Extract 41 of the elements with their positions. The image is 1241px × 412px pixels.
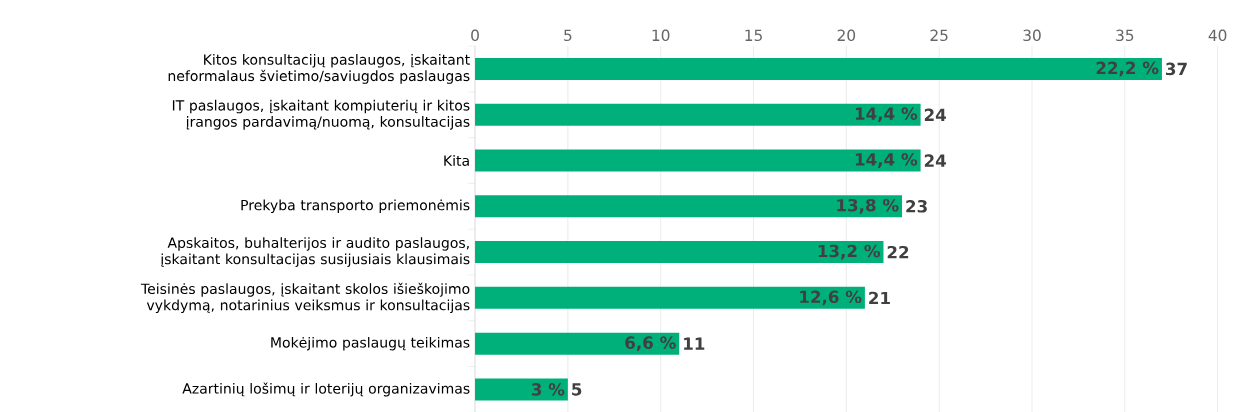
data-label: 11 (684, 337, 705, 350)
y-tick-label: Mokėjimo paslaugų teikimas (271, 336, 470, 351)
y-tick-label: Teisinės paslaugos, įskaitant skolos išieškojimo vykdymą, notarinius veiksmus ir konsultacijas (140, 282, 470, 313)
bar (475, 240, 884, 263)
y-tick-label: Apskaitos, buhalterijos ir audito paslaugos, įskaitant konsultacijas susijusiais klausimais (161, 237, 470, 267)
x-tick-label: 40 (1208, 29, 1227, 41)
bar (475, 332, 680, 355)
x-tick-label: 5 (564, 29, 572, 41)
bar (475, 57, 1162, 80)
bar (475, 195, 903, 218)
bar (475, 149, 921, 172)
annotation: 13,8 % (837, 198, 899, 214)
bar (475, 103, 921, 126)
data-label: 23 (906, 199, 927, 213)
data-label: 21 (869, 291, 890, 304)
annotation: 22,2 % (1096, 61, 1159, 77)
annotation: 12,6 % (800, 290, 862, 306)
y-tick-label: Kitos konsultacijų paslaugos, įskaitant neformalaus švietimo/saviugdos paslaugas (168, 53, 470, 84)
y-tick-label: Azartinių lošimų ir loterijų organizavimas (182, 382, 470, 397)
annotation: 14,4 % (855, 107, 918, 122)
x-tick-label: 0 (471, 29, 479, 41)
x-tick-label: 25 (930, 29, 948, 41)
annotation: 13,2 % (818, 244, 881, 260)
data-label: 24 (924, 154, 946, 167)
annotation: 3 % (531, 382, 565, 396)
data-label: 37 (1165, 62, 1187, 76)
annotation: 14,4 % (855, 152, 918, 168)
x-tick-label: 35 (1116, 29, 1134, 41)
x-tick-label: 15 (745, 29, 762, 41)
y-tick-label: Kita (444, 154, 469, 166)
data-label: 24 (924, 108, 946, 121)
data-label: 5 (572, 383, 582, 396)
bar (475, 378, 568, 401)
y-tick-label: IT paslaugos, įskaitant kompiuterių ir kitos įrangos pardavimą/nuomą, konsultacijas (172, 99, 470, 130)
x-tick-label: 20 (837, 29, 856, 41)
annotation: 6,6 % (625, 336, 676, 351)
bar (475, 286, 865, 309)
x-tick-label: 10 (652, 29, 670, 41)
y-tick-label: Prekyba transporto priemonėmis (241, 199, 470, 213)
x-tick-label: 30 (1023, 29, 1041, 41)
data-label: 22 (887, 245, 909, 259)
